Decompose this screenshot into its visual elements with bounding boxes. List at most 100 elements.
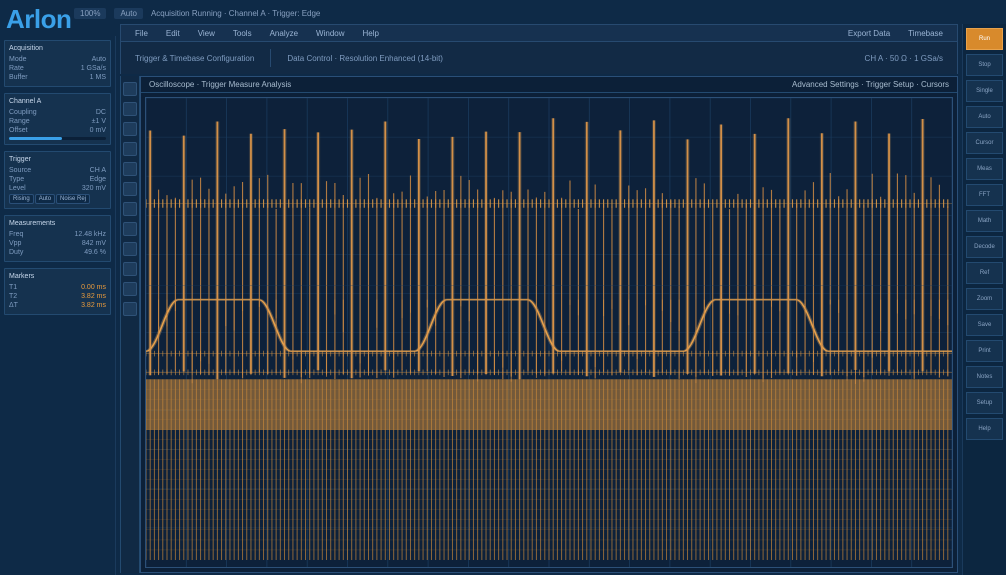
menu-right-item[interactable]: Timebase bbox=[908, 29, 943, 38]
sidebar-panel: MeasurementsFreq12.48 kHzVpp842 mVDuty49… bbox=[4, 215, 111, 262]
panel-row: ΔT 3.82 ms bbox=[9, 301, 106, 310]
panel-row: T2 3.82 ms bbox=[9, 292, 106, 301]
action-button[interactable]: Single bbox=[966, 80, 1003, 102]
action-button[interactable]: Zoom bbox=[966, 288, 1003, 310]
menu-item[interactable]: Analyze bbox=[270, 29, 298, 38]
panel-row-label: T2 bbox=[9, 293, 17, 300]
panel-row-label: ΔT bbox=[9, 302, 18, 309]
panel-chip[interactable]: Rising bbox=[9, 194, 34, 204]
action-button[interactable]: Auto bbox=[966, 106, 1003, 128]
panel-row-value: ±1 V bbox=[92, 118, 106, 125]
status-text: Acquisition Running · Channel A · Trigge… bbox=[151, 9, 320, 18]
menu-item[interactable]: Window bbox=[316, 29, 344, 38]
panel-level-bar bbox=[9, 137, 106, 140]
panel-row-value: 320 mV bbox=[82, 185, 106, 192]
panel-row-label: Rate bbox=[9, 65, 24, 72]
action-button[interactable]: Print bbox=[966, 340, 1003, 362]
action-button[interactable]: Decode bbox=[966, 236, 1003, 258]
panel-chip[interactable]: Auto bbox=[35, 194, 55, 204]
menu-item[interactable]: View bbox=[198, 29, 215, 38]
menu-item[interactable]: Edit bbox=[166, 29, 180, 38]
panel-row: Coupling DC bbox=[9, 108, 106, 117]
panel-row-value: CH A bbox=[90, 167, 106, 174]
panel-title: Acquisition bbox=[9, 45, 106, 52]
context-strip: 100% Auto Acquisition Running · Channel … bbox=[74, 6, 958, 20]
menu-item[interactable]: File bbox=[135, 29, 148, 38]
panel-row-value: 3.82 ms bbox=[81, 302, 106, 309]
action-button[interactable]: Cursor bbox=[966, 132, 1003, 154]
panel-row-value: 842 mV bbox=[82, 240, 106, 247]
rail-tool-icon[interactable] bbox=[123, 182, 137, 196]
panel-row: Mode Auto bbox=[9, 55, 106, 64]
toolbar-group-data[interactable]: Data Control · Resolution Enhanced (14-b… bbox=[287, 54, 443, 63]
rail-tool-icon[interactable] bbox=[123, 122, 137, 136]
panel-row-label: Vpp bbox=[9, 240, 21, 247]
panel-row-label: T1 bbox=[9, 284, 17, 291]
panel-row-label: Mode bbox=[9, 56, 27, 63]
rail-tool-icon[interactable] bbox=[123, 82, 137, 96]
toolbar: Trigger & Timebase Configuration Data Co… bbox=[120, 42, 958, 74]
panel-chip[interactable]: Noise Rej bbox=[56, 194, 90, 204]
panel-row: Freq12.48 kHz bbox=[9, 230, 106, 239]
panel-row-value: 1 MS bbox=[90, 74, 106, 81]
rail-tool-icon[interactable] bbox=[123, 302, 137, 316]
sidebar-panel: MarkersT10.00 msT23.82 msΔT3.82 ms bbox=[4, 268, 111, 315]
acq-mode: Auto bbox=[114, 8, 142, 19]
panel-row-value: 0 mV bbox=[90, 127, 106, 134]
zoom-level: 100% bbox=[74, 8, 106, 19]
right-action-bar: Run Stop Single Auto Cursor Meas FFT Math Decode… bbox=[962, 24, 1006, 575]
panel-title: Trigger bbox=[9, 156, 106, 163]
rail-tool-icon[interactable] bbox=[123, 242, 137, 256]
panel-row-value: DC bbox=[96, 109, 106, 116]
action-button[interactable]: Math bbox=[966, 210, 1003, 232]
sidebar-panel: Acquisition Mode Auto Rate 1 GSa/sBuffer1 MS bbox=[4, 40, 111, 87]
action-button[interactable]: FFT bbox=[966, 184, 1003, 206]
app-brand: Arlon bbox=[6, 4, 71, 35]
panel-row: Vpp 842 mV bbox=[9, 239, 106, 248]
tool-icon-rail bbox=[120, 76, 140, 573]
panel-row: Type Edge bbox=[9, 175, 106, 184]
panel-row-value: Edge bbox=[90, 176, 106, 183]
waveform-window: Oscilloscope · Trigger Measure Analysis … bbox=[140, 76, 958, 573]
panel-row-value: 1 GSa/s bbox=[81, 65, 106, 72]
action-button[interactable]: Setup bbox=[966, 392, 1003, 414]
waveform-title-left: Oscilloscope · Trigger Measure Analysis bbox=[149, 80, 291, 89]
action-button[interactable]: Ref bbox=[966, 262, 1003, 284]
panel-row: SourceCH A bbox=[9, 166, 106, 175]
action-button[interactable]: Meas bbox=[966, 158, 1003, 180]
toolbar-channel-info: CH A · 50 Ω · 1 GSa/s bbox=[865, 54, 943, 63]
menu-item[interactable]: Help bbox=[363, 29, 379, 38]
waveform-title-right[interactable]: Advanced Settings · Trigger Setup · Curs… bbox=[792, 80, 949, 89]
rail-tool-icon[interactable] bbox=[123, 142, 137, 156]
panel-row-label: Freq bbox=[9, 231, 23, 238]
panel-row-value: Auto bbox=[92, 56, 106, 63]
rail-tool-icon[interactable] bbox=[123, 262, 137, 276]
rail-tool-icon[interactable] bbox=[123, 282, 137, 296]
panel-row-value: 3.82 ms bbox=[81, 293, 106, 300]
toolbar-group-trigger[interactable]: Trigger & Timebase Configuration bbox=[135, 54, 254, 63]
rail-tool-icon[interactable] bbox=[123, 162, 137, 176]
panel-row: Buffer1 MS bbox=[9, 73, 106, 82]
waveform-header: Oscilloscope · Trigger Measure Analysis … bbox=[141, 77, 957, 93]
rail-tool-icon[interactable] bbox=[123, 202, 137, 216]
action-button[interactable]: Notes bbox=[966, 366, 1003, 388]
action-button[interactable]: Run bbox=[966, 28, 1003, 50]
toolbar-divider bbox=[270, 49, 271, 67]
panel-row-label: Coupling bbox=[9, 109, 37, 116]
rail-tool-icon[interactable] bbox=[123, 102, 137, 116]
menu-item[interactable]: Tools bbox=[233, 29, 252, 38]
sidebar-panel: TriggerSourceCH ATypeEdgeLevel320 mVRisi… bbox=[4, 151, 111, 209]
left-sidebar: Acquisition Mode Auto Rate 1 GSa/sBuffer1 MS… bbox=[0, 36, 116, 575]
menu-bar: File Edit View Tools Analyze Window Help… bbox=[120, 24, 958, 42]
panel-row-value: 49.6 % bbox=[84, 249, 106, 256]
panel-row-label: Type bbox=[9, 176, 24, 183]
waveform-canvas[interactable] bbox=[145, 97, 953, 568]
panel-title: Channel A bbox=[9, 98, 106, 105]
rail-tool-icon[interactable] bbox=[123, 222, 137, 236]
sidebar-panel: Channel ACouplingDCRange±1 VOffset0 mV bbox=[4, 93, 111, 145]
action-button[interactable]: Help bbox=[966, 418, 1003, 440]
menu-right-item[interactable]: Export Data bbox=[848, 29, 890, 38]
action-button[interactable]: Save bbox=[966, 314, 1003, 336]
action-button[interactable]: Stop bbox=[966, 54, 1003, 76]
panel-row-value: 0.00 ms bbox=[81, 284, 106, 291]
